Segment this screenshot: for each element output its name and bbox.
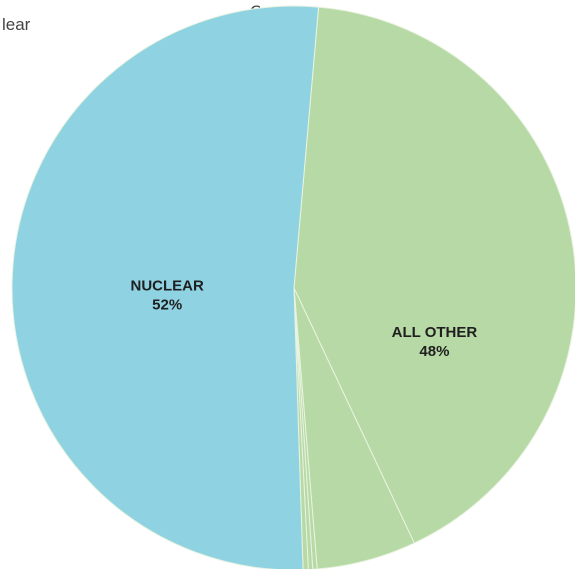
caption-line-2: lear [2,15,31,34]
pie-slice-minor-3 [293,287,314,569]
slice-label-all-other: ALL OTHER [392,324,478,341]
slice-label-nuclear: NUCLEAR [131,277,204,294]
slice-percent-all-other: 48% [419,343,449,360]
pie-slice-all-other [293,6,575,544]
pie-slices [11,5,575,569]
pie-labels: ALL OTHER 48% NUCLEAR 52% [131,277,478,360]
slice-percent-nuclear: 52% [152,296,182,313]
pie-slice-minor-1 [293,287,415,569]
pie-slice-nuclear [11,5,320,569]
